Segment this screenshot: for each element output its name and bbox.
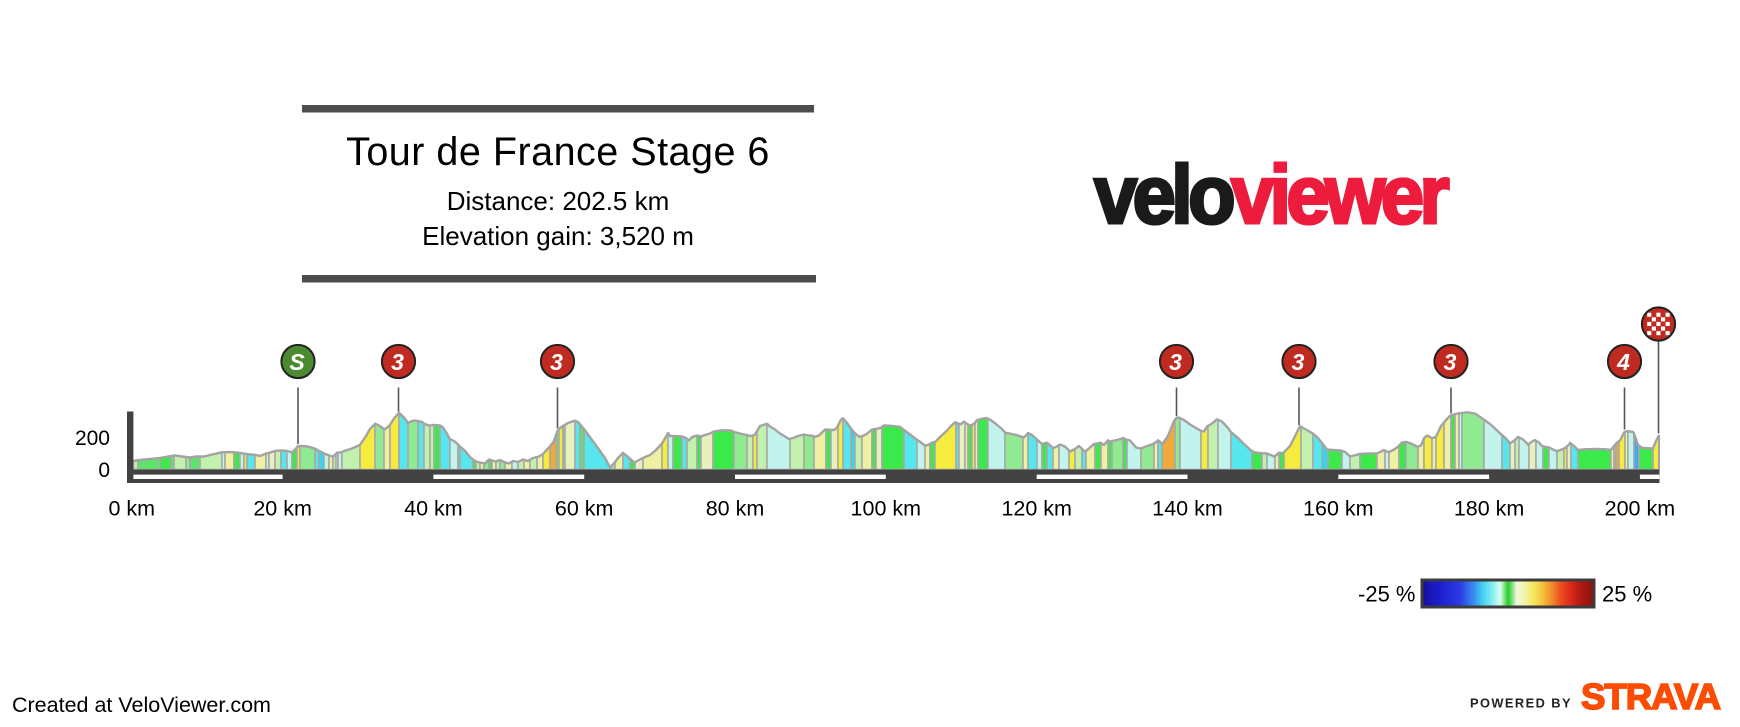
- svg-text:3: 3: [1292, 349, 1305, 375]
- svg-text:-25 %: -25 %: [1358, 582, 1415, 607]
- svg-text:3: 3: [550, 349, 563, 375]
- svg-text:200: 200: [75, 427, 110, 450]
- svg-text:200 km: 200 km: [1605, 497, 1676, 521]
- svg-text:180 km: 180 km: [1454, 497, 1525, 521]
- svg-text:veloviewer: veloviewer: [1094, 148, 1449, 241]
- svg-text:140 km: 140 km: [1152, 497, 1223, 521]
- svg-text:3: 3: [1444, 349, 1457, 375]
- svg-text:Elevation gain: 3,520 m: Elevation gain: 3,520 m: [422, 221, 694, 251]
- svg-text:0 km: 0 km: [109, 497, 156, 521]
- svg-text:0: 0: [98, 459, 110, 482]
- svg-text:100 km: 100 km: [851, 497, 922, 521]
- svg-text:4: 4: [1616, 349, 1630, 375]
- svg-text:3: 3: [391, 349, 404, 375]
- svg-text:Distance: 202.5 km: Distance: 202.5 km: [447, 186, 670, 216]
- svg-text:60 km: 60 km: [555, 497, 614, 521]
- svg-text:3: 3: [1169, 349, 1182, 375]
- svg-text:40 km: 40 km: [404, 497, 463, 521]
- svg-text:STRAVA: STRAVA: [1581, 676, 1721, 717]
- svg-text:25 %: 25 %: [1602, 582, 1652, 607]
- svg-text:80 km: 80 km: [706, 497, 765, 521]
- svg-text:Tour de France Stage 6: Tour de France Stage 6: [346, 130, 770, 174]
- svg-text:160 km: 160 km: [1303, 497, 1374, 521]
- svg-text:POWERED BY: POWERED BY: [1470, 696, 1572, 711]
- svg-text:S: S: [289, 349, 305, 375]
- svg-text:20 km: 20 km: [253, 497, 312, 521]
- svg-text:120 km: 120 km: [1001, 497, 1072, 521]
- svg-text:Created at VeloViewer.com: Created at VeloViewer.com: [12, 693, 271, 717]
